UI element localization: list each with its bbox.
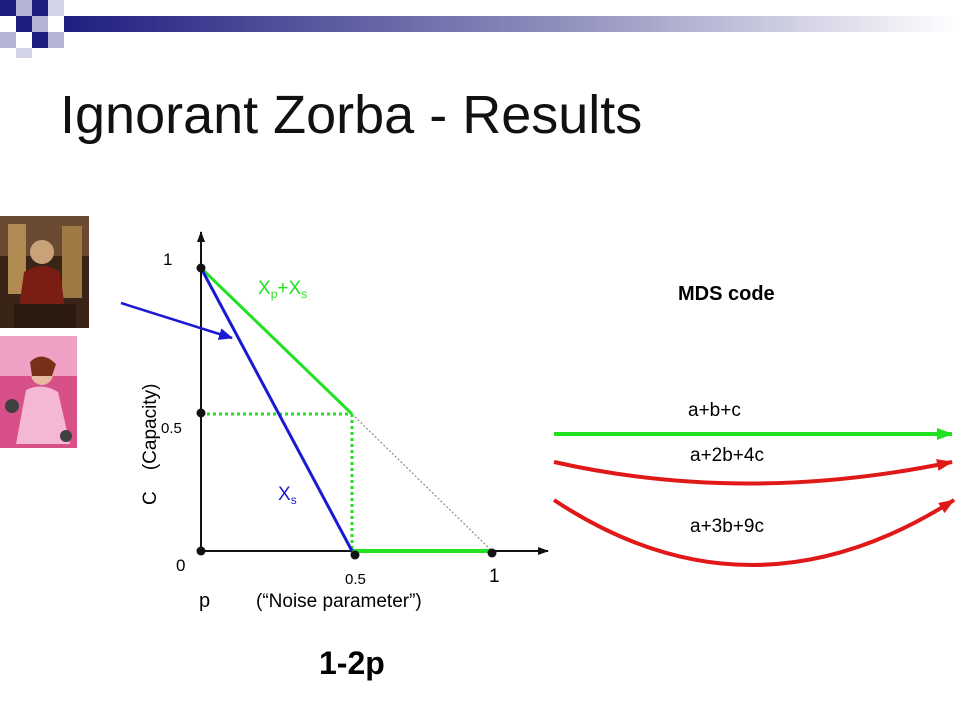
label-xs-sub: s [291, 493, 297, 507]
banner-square [32, 0, 48, 16]
banner-square [16, 16, 32, 32]
formula-label: 1-2p [319, 645, 385, 681]
point-one-x [487, 548, 497, 558]
photo-zorba [0, 216, 89, 328]
mds-code-1: a+b+c [688, 400, 741, 421]
banner-square [32, 32, 48, 48]
label-xp-plus-xs-plus: +X [277, 278, 301, 299]
point-half-y [196, 408, 206, 418]
x-tick-half: 0.5 [345, 571, 366, 588]
banner-square [32, 16, 48, 32]
mds-arrow-red-1 [553, 459, 953, 486]
curve-xp-plus-xs [199, 266, 354, 416]
pointer-arrow [120, 301, 233, 340]
slide-title: Ignorant Zorba - Results [60, 85, 643, 145]
y-tick-1: 1 [163, 250, 172, 269]
photo-dancer [0, 336, 77, 448]
mds-heading: MDS code [678, 283, 775, 305]
y-tick-half: 0.5 [161, 420, 182, 437]
banner-square [16, 0, 32, 16]
x-tick-1: 1 [489, 566, 500, 587]
banner-gradient-bar [64, 16, 960, 32]
point-top [196, 263, 206, 273]
mds-code-3: a+3b+9c [690, 516, 764, 537]
label-xp-plus-xs-x: X [258, 278, 271, 299]
banner-square [48, 32, 64, 48]
mds-arrow-red-2 [552, 498, 956, 567]
banner-square [16, 48, 32, 58]
banner-square [48, 0, 64, 16]
label-xp-plus-xs-sub-p: p [271, 287, 278, 301]
point-origin [196, 546, 206, 556]
x-axis-note: (“Noise parameter”) [256, 591, 422, 612]
mds-code-2: a+2b+4c [690, 445, 764, 466]
guide-line [351, 413, 493, 552]
y-axis-label: C (Capacity) [140, 384, 161, 505]
banner-square [0, 0, 16, 16]
label-xs: Xs [278, 484, 297, 507]
origin-label: 0 [176, 556, 185, 575]
point-half-x [350, 550, 360, 560]
x-axis-symbol: p [199, 590, 210, 612]
label-xs-x: X [278, 484, 291, 505]
label-xp-plus-xs-sub-s: s [301, 287, 307, 301]
banner-square [0, 32, 16, 48]
title-banner [0, 0, 960, 58]
curve-xs [199, 267, 354, 552]
label-xp-plus-xs: Xp+Xs [258, 278, 307, 301]
